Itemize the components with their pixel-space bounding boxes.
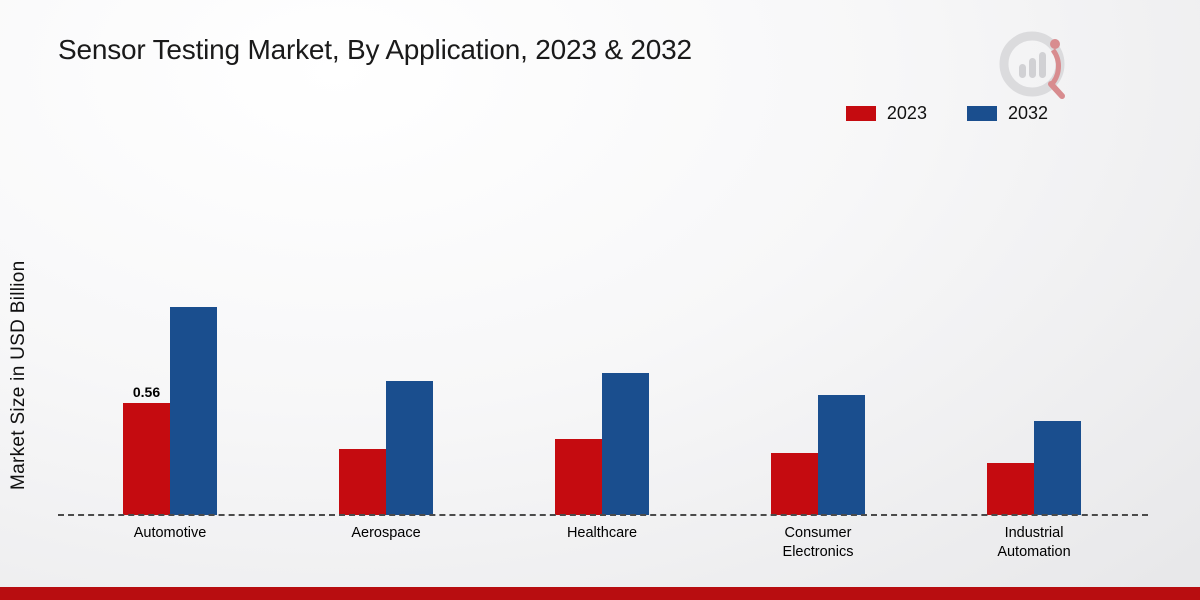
category-label-text: Aerospace bbox=[351, 525, 421, 541]
bar-group-industrial-automation bbox=[926, 421, 1142, 515]
category-label-consumer-electronics: Consumer Electronics bbox=[710, 524, 926, 562]
y-axis-label: Market Size in USD Billion bbox=[8, 260, 29, 490]
category-label-healthcare: Healthcare bbox=[494, 524, 710, 562]
bar-2032-healthcare bbox=[602, 373, 649, 515]
bar-2032-consumer-electronics bbox=[818, 395, 865, 515]
x-axis-baseline bbox=[58, 514, 1148, 516]
legend-item-2032: 2032 bbox=[966, 103, 1048, 124]
legend-item-2023: 2023 bbox=[845, 103, 927, 124]
bar-2023-healthcare bbox=[555, 439, 602, 515]
bar-2023-consumer-electronics bbox=[771, 453, 818, 515]
category-label-automotive: Automotive bbox=[62, 524, 278, 562]
brand-logo-icon bbox=[998, 28, 1074, 109]
bar-2032-aerospace bbox=[386, 381, 433, 515]
footer-accent-bar bbox=[0, 587, 1200, 600]
legend-swatch-2032 bbox=[966, 106, 997, 121]
legend: 2023 2032 bbox=[845, 103, 1048, 124]
category-label-text: Consumer Electronics bbox=[782, 525, 854, 560]
legend-label: 2023 bbox=[886, 103, 927, 123]
category-label-text: Industrial Automation bbox=[997, 525, 1071, 560]
bar-group-automotive: 0.56 bbox=[62, 307, 278, 515]
category-label-industrial-automation: Industrial Automation bbox=[926, 524, 1142, 562]
bar-group-consumer-electronics bbox=[710, 395, 926, 515]
category-label-text: Automotive bbox=[133, 525, 207, 541]
analytics-magnifier-icon bbox=[999, 31, 1065, 99]
chart-title: Sensor Testing Market, By Application, 2… bbox=[58, 34, 692, 65]
legend-swatch-2023 bbox=[845, 106, 876, 121]
bar-2023-aerospace bbox=[339, 449, 386, 515]
category-labels-row: Automotive Aerospace Healthcare Consumer El… bbox=[62, 524, 1142, 562]
bar-2032-industrial-automation bbox=[1034, 421, 1081, 515]
bar-value-label: 0.56 bbox=[132, 384, 161, 400]
plot-area: 0.56 bbox=[62, 275, 1142, 515]
bar-2023-automotive: 0.56 bbox=[123, 384, 170, 515]
bar-group-healthcare bbox=[494, 373, 710, 515]
bar-2023-industrial-automation bbox=[987, 463, 1034, 515]
category-label-text: Healthcare bbox=[566, 525, 638, 541]
bar-2032-automotive bbox=[170, 307, 217, 515]
category-label-aerospace: Aerospace bbox=[278, 524, 494, 562]
bar-group-aerospace bbox=[278, 381, 494, 515]
legend-label: 2032 bbox=[1007, 103, 1048, 123]
